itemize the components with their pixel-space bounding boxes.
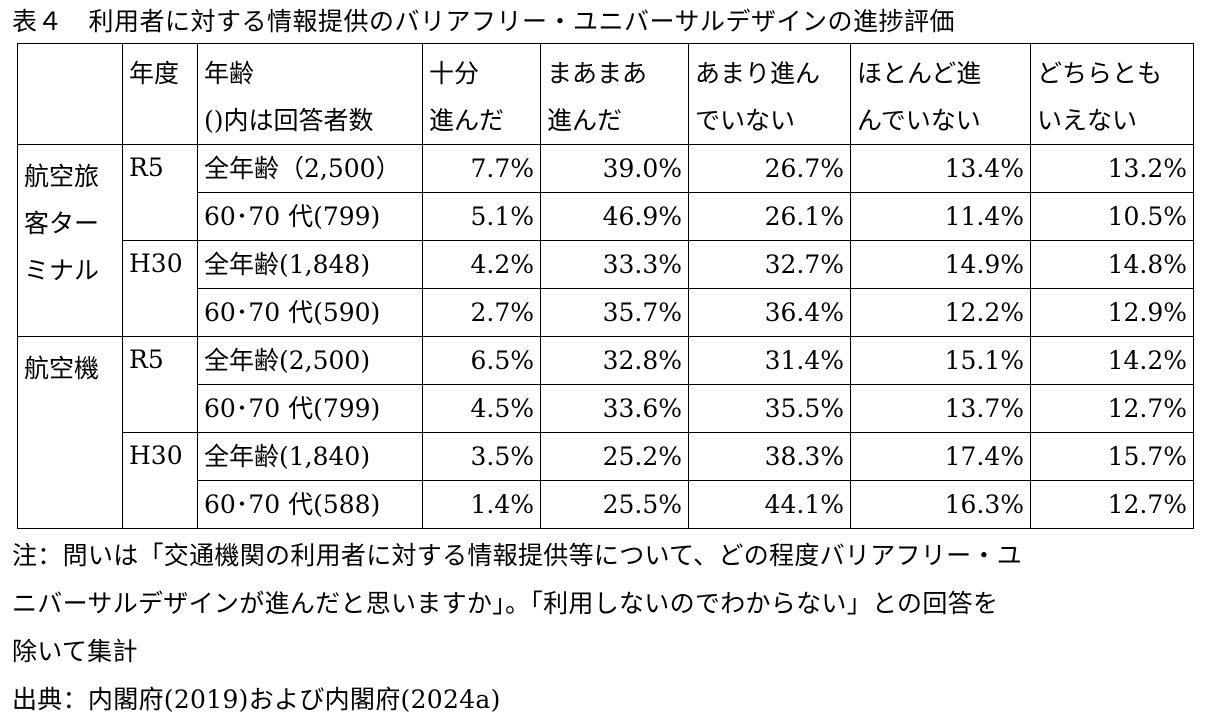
group-cell: 60･70 代(799) bbox=[197, 384, 423, 433]
header-c5-line2: いえない bbox=[1037, 106, 1138, 135]
category-terminal-line2: 客ター bbox=[24, 209, 100, 238]
table-row: 60･70 代(588) 1.4% 25.5% 44.1% 16.3% 12.7… bbox=[18, 480, 1194, 529]
header-hardly-progressed: ほとんど進 んでいない bbox=[850, 43, 1031, 145]
category-aircraft: 航空機 bbox=[17, 336, 123, 529]
value-cell: 10.5% bbox=[1030, 192, 1194, 241]
header-age: 年齢 ()内は回答者数 bbox=[197, 43, 423, 145]
value-cell: 1.4% bbox=[422, 480, 541, 529]
value-cell: 31.4% bbox=[688, 336, 851, 385]
table-row: 60･70 代(590) 2.7% 35.7% 36.4% 12.2% 12.9… bbox=[18, 288, 1194, 337]
value-cell: 14.8% bbox=[1030, 240, 1194, 289]
value-cell: 12.2% bbox=[850, 288, 1031, 337]
value-cell: 11.4% bbox=[850, 192, 1031, 241]
progress-evaluation-table: 年度 年齢 ()内は回答者数 十分 進んだ まあまあ 進んだ あまり進ん でいな… bbox=[17, 43, 1194, 529]
value-cell: 35.5% bbox=[688, 384, 851, 433]
group-cell: 全年齢(1,840) bbox=[197, 432, 423, 481]
header-c5-line1: どちらとも bbox=[1037, 59, 1163, 88]
table-row: H30 全年齢(1,840) 3.5% 25.2% 38.3% 17.4% 15… bbox=[18, 432, 1194, 529]
value-cell: 7.7% bbox=[422, 144, 541, 193]
category-terminal: 航空旅 客ター ミナル bbox=[17, 144, 123, 337]
header-row: 年度 年齢 ()内は回答者数 十分 進んだ まあまあ 進んだ あまり進ん でいな… bbox=[17, 43, 1194, 145]
table-row: 航空旅 客ター ミナル R5 全年齢（2,500） 7.7% 39.0% 26.… bbox=[17, 144, 1194, 337]
value-cell: 13.4% bbox=[850, 144, 1031, 193]
year-cell: H30 bbox=[122, 240, 198, 337]
header-age-line1: 年齢 bbox=[204, 59, 255, 88]
table-row: H30 全年齢(1,848) 4.2% 33.3% 32.7% 14.9% 14… bbox=[18, 240, 1194, 337]
year-cell: H30 bbox=[122, 432, 198, 529]
header-c1-line1: 十分 bbox=[429, 59, 480, 88]
year-cell: R5 bbox=[122, 144, 198, 241]
table-row: 60･70 代(799) 4.5% 33.6% 35.5% 13.7% 12.7… bbox=[18, 384, 1194, 433]
value-cell: 6.5% bbox=[422, 336, 541, 385]
table-caption: 表４ 利用者に対する情報提供のバリアフリー・ユニバーサルデザインの進捗評価 bbox=[12, 7, 956, 36]
value-cell: 4.5% bbox=[422, 384, 541, 433]
category-terminal-line1: 航空旅 bbox=[24, 162, 100, 191]
value-cell: 3.5% bbox=[422, 432, 541, 481]
value-cell: 12.7% bbox=[1030, 480, 1194, 529]
note-line-2: ニバーサルデザインが進んだと思いますか」。「利用しないのでわからない」との回答を bbox=[12, 589, 999, 618]
group-cell: 60･70 代(588) bbox=[197, 480, 423, 529]
header-c2-line1: まあまあ bbox=[547, 59, 648, 88]
header-neither: どちらとも いえない bbox=[1030, 43, 1194, 145]
value-cell: 25.5% bbox=[540, 480, 689, 529]
value-cell: 14.2% bbox=[1030, 336, 1194, 385]
value-cell: 46.9% bbox=[540, 192, 689, 241]
group-cell: 全年齢(1,848) bbox=[197, 240, 423, 289]
header-c1-line2: 進んだ bbox=[429, 106, 505, 135]
note-line-1: 注：問いは「交通機関の利用者に対する情報提供等について、どの程度バリアフリー・ユ bbox=[12, 541, 1023, 570]
value-cell: 26.7% bbox=[688, 144, 851, 193]
value-cell: 13.2% bbox=[1030, 144, 1194, 193]
header-c3-line2: でいない bbox=[695, 106, 796, 135]
header-age-line2: ()内は回答者数 bbox=[204, 106, 374, 135]
value-cell: 38.3% bbox=[688, 432, 851, 481]
value-cell: 4.2% bbox=[422, 240, 541, 289]
header-c3-line1: あまり進ん bbox=[695, 59, 821, 88]
value-cell: 12.7% bbox=[1030, 384, 1194, 433]
value-cell: 44.1% bbox=[688, 480, 851, 529]
value-cell: 35.7% bbox=[540, 288, 689, 337]
category-aircraft-line1: 航空機 bbox=[24, 354, 100, 383]
header-c4-line1: ほとんど進 bbox=[857, 59, 982, 88]
header-c2-line2: 進んだ bbox=[547, 106, 623, 135]
header-c4-line2: んでいない bbox=[857, 106, 981, 135]
value-cell: 36.4% bbox=[688, 288, 851, 337]
group-cell: 全年齢（2,500） bbox=[197, 144, 423, 193]
table-notes: 注：問いは「交通機関の利用者に対する情報提供等について、どの程度バリアフリー・ユ… bbox=[12, 532, 1217, 724]
value-cell: 25.2% bbox=[540, 432, 689, 481]
header-year: 年度 bbox=[122, 43, 198, 145]
header-category bbox=[17, 43, 123, 145]
value-cell: 32.7% bbox=[688, 240, 851, 289]
value-cell: 2.7% bbox=[422, 288, 541, 337]
value-cell: 16.3% bbox=[850, 480, 1031, 529]
table-row: 航空機 R5 全年齢(2,500) 6.5% 32.8% 31.4% 15.1%… bbox=[17, 336, 1194, 529]
value-cell: 33.3% bbox=[540, 240, 689, 289]
value-cell: 26.1% bbox=[688, 192, 851, 241]
value-cell: 13.7% bbox=[850, 384, 1031, 433]
value-cell: 14.9% bbox=[850, 240, 1031, 289]
note-line-3: 除いて集計 bbox=[12, 637, 138, 666]
value-cell: 15.1% bbox=[850, 336, 1031, 385]
value-cell: 15.7% bbox=[1030, 432, 1194, 481]
header-fully-progressed: 十分 進んだ bbox=[422, 43, 541, 145]
year-cell: R5 bbox=[122, 336, 198, 433]
value-cell: 32.8% bbox=[540, 336, 689, 385]
value-cell: 5.1% bbox=[422, 192, 541, 241]
group-cell: 60･70 代(799) bbox=[197, 192, 423, 241]
value-cell: 33.6% bbox=[540, 384, 689, 433]
source-line: 出典：内閣府(2019)および内閣府(2024a) bbox=[12, 685, 501, 714]
value-cell: 12.9% bbox=[1030, 288, 1194, 337]
value-cell: 39.0% bbox=[540, 144, 689, 193]
group-cell: 全年齢(2,500) bbox=[197, 336, 423, 385]
group-cell: 60･70 代(590) bbox=[197, 288, 423, 337]
header-not-much-progressed: あまり進ん でいない bbox=[688, 43, 851, 145]
value-cell: 17.4% bbox=[850, 432, 1031, 481]
category-terminal-line3: ミナル bbox=[24, 256, 100, 285]
header-somewhat-progressed: まあまあ 進んだ bbox=[540, 43, 689, 145]
